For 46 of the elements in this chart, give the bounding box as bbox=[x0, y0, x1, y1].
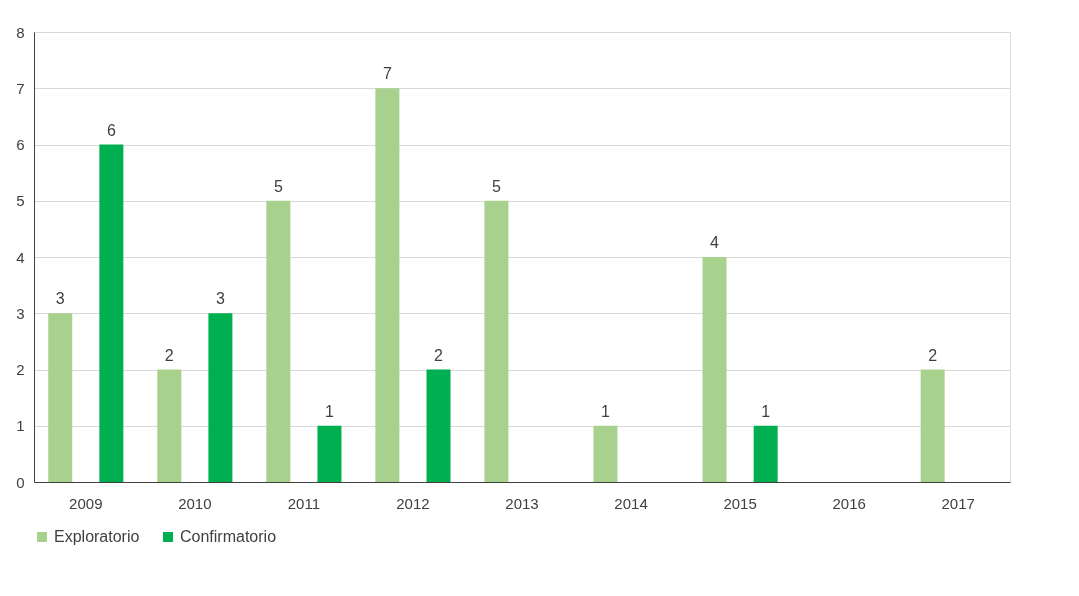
data-label: 1 bbox=[601, 402, 611, 420]
x-tick-label: 2013 bbox=[505, 494, 539, 512]
y-tick-label: 1 bbox=[16, 417, 25, 435]
x-tick-label: 2009 bbox=[69, 494, 103, 512]
bar bbox=[920, 369, 945, 482]
data-label: 2 bbox=[928, 346, 938, 364]
x-tick-label: 2012 bbox=[396, 494, 430, 512]
y-tick-label: 7 bbox=[16, 79, 25, 97]
data-label: 5 bbox=[273, 177, 283, 195]
data-label: 1 bbox=[325, 402, 334, 420]
y-tick-label: 3 bbox=[16, 304, 25, 322]
data-label: 5 bbox=[491, 177, 501, 195]
data-label: 2 bbox=[434, 346, 444, 364]
data-label: 3 bbox=[215, 290, 225, 308]
bar bbox=[99, 144, 124, 482]
data-label: 2 bbox=[164, 346, 174, 364]
data-label: 6 bbox=[106, 121, 116, 139]
bar bbox=[266, 200, 291, 482]
bar bbox=[157, 369, 182, 482]
data-label: 1 bbox=[761, 402, 771, 420]
x-tick-label: 2010 bbox=[178, 494, 212, 512]
data-label: 3 bbox=[55, 290, 65, 308]
bar bbox=[593, 425, 618, 482]
y-tick-label: 8 bbox=[16, 23, 25, 41]
bar bbox=[426, 369, 451, 482]
y-tick-label: 0 bbox=[16, 473, 25, 491]
data-label: 7 bbox=[382, 65, 392, 83]
x-tick-label: 2015 bbox=[723, 494, 757, 512]
x-tick-label: 2017 bbox=[941, 494, 975, 512]
bar bbox=[484, 200, 509, 482]
y-tick-label: 6 bbox=[16, 136, 25, 153]
bar bbox=[48, 313, 73, 482]
x-tick-label: 2014 bbox=[614, 494, 648, 512]
bar bbox=[317, 425, 342, 482]
legend-label: Confirmatorio bbox=[180, 528, 277, 545]
x-tick-label: 2016 bbox=[832, 494, 866, 512]
y-tick-label: 2 bbox=[16, 361, 25, 378]
bar bbox=[753, 425, 778, 482]
data-label: 4 bbox=[710, 234, 720, 251]
bar bbox=[208, 313, 233, 482]
bar bbox=[375, 88, 400, 482]
x-tick-label: 2011 bbox=[287, 494, 321, 512]
legend-label: Exploratorio bbox=[54, 528, 140, 545]
y-tick-label: 4 bbox=[16, 248, 25, 266]
bar bbox=[702, 257, 727, 482]
y-tick-label: 5 bbox=[16, 192, 25, 210]
